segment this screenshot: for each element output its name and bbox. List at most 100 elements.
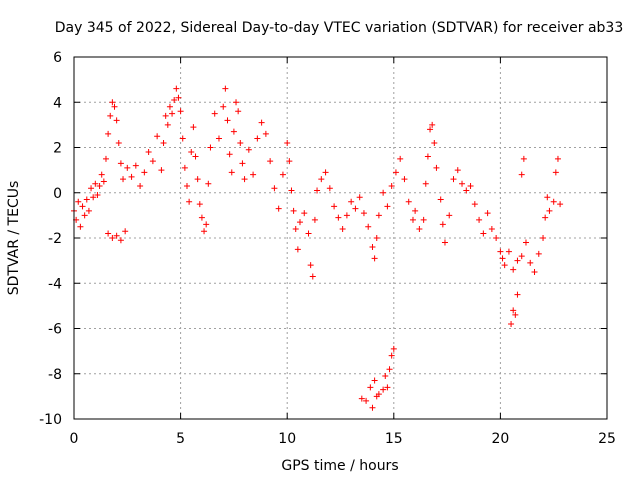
data-point <box>284 139 291 146</box>
data-point <box>117 237 124 244</box>
data-point <box>111 103 118 110</box>
data-point <box>550 198 557 205</box>
data-point <box>132 162 139 169</box>
data-point <box>196 201 203 208</box>
data-point <box>527 259 534 266</box>
data-point <box>501 262 508 269</box>
data-point <box>96 182 103 189</box>
y-tick-label: 4 <box>53 95 62 111</box>
data-point <box>450 176 457 183</box>
data-point <box>177 108 184 115</box>
data-point <box>356 194 363 201</box>
data-point <box>433 164 440 171</box>
data-point <box>98 171 105 178</box>
data-point <box>279 171 286 178</box>
data-point <box>431 139 438 146</box>
data-point <box>115 139 122 146</box>
data-point <box>552 169 559 176</box>
data-point <box>510 266 517 273</box>
data-point <box>497 248 504 255</box>
data-point <box>467 182 474 189</box>
data-point <box>365 223 372 230</box>
data-point <box>307 262 314 269</box>
data-point <box>201 228 208 235</box>
data-point <box>488 225 495 232</box>
data-point <box>318 176 325 183</box>
data-point <box>275 205 282 212</box>
data-point <box>493 235 500 241</box>
data-point <box>412 207 419 214</box>
data-point <box>288 187 295 194</box>
data-point <box>271 185 278 192</box>
x-tick-label: 0 <box>70 431 79 447</box>
x-tick-label: 5 <box>176 431 185 447</box>
data-point <box>83 196 90 203</box>
data-point <box>107 112 114 119</box>
data-point <box>369 404 376 411</box>
data-point <box>113 232 120 239</box>
data-point <box>371 377 378 384</box>
data-point <box>267 158 274 165</box>
data-point <box>301 210 308 217</box>
data-point <box>183 182 190 189</box>
data-point <box>388 352 395 359</box>
data-point <box>380 386 387 393</box>
data-point <box>175 94 182 101</box>
y-tick-label: -2 <box>48 231 62 247</box>
data-point <box>198 214 205 221</box>
data-point <box>128 173 135 180</box>
data-point <box>512 311 519 318</box>
data-point <box>352 205 359 212</box>
data-point <box>292 225 299 232</box>
data-point <box>358 395 365 402</box>
data-point <box>422 180 429 187</box>
data-point <box>373 235 380 241</box>
data-point <box>375 212 382 219</box>
data-point <box>471 201 478 208</box>
data-point <box>480 230 487 237</box>
data-point <box>367 384 374 391</box>
data-point <box>137 182 144 189</box>
data-point <box>371 255 378 262</box>
data-point <box>522 239 529 246</box>
data-point <box>335 214 342 221</box>
data-point <box>188 149 195 156</box>
data-point <box>220 103 227 110</box>
data-point <box>441 239 448 246</box>
data-point <box>88 185 95 192</box>
data-point <box>109 99 116 106</box>
data-point <box>241 176 248 183</box>
data-point <box>375 391 382 398</box>
data-point <box>392 169 399 176</box>
data-point <box>322 169 329 176</box>
data-point <box>384 384 391 391</box>
data-point <box>124 164 131 171</box>
data-points-layer <box>71 85 564 411</box>
y-tick-label: -6 <box>48 322 62 338</box>
data-point <box>388 182 395 189</box>
data-point <box>290 207 297 214</box>
data-point <box>141 169 148 176</box>
y-axis-label: SDTVAR / TECUs <box>6 181 22 296</box>
data-point <box>245 146 252 153</box>
data-point <box>505 248 512 255</box>
data-point <box>397 155 404 162</box>
y-tick-label: 6 <box>53 50 62 66</box>
data-point <box>75 198 82 205</box>
data-point <box>409 216 416 223</box>
data-point <box>233 99 240 106</box>
x-axis-label: GPS time / hours <box>281 458 398 474</box>
x-tick-label: 10 <box>278 431 296 447</box>
data-point <box>171 96 178 103</box>
data-point <box>508 320 515 327</box>
data-point <box>154 133 161 140</box>
data-point <box>382 373 389 380</box>
data-point <box>384 203 391 210</box>
data-point <box>331 203 338 210</box>
data-point <box>380 189 387 196</box>
data-point <box>215 135 222 142</box>
data-point <box>386 366 393 373</box>
data-point <box>122 228 129 235</box>
data-point <box>230 128 237 135</box>
data-point <box>542 214 549 221</box>
